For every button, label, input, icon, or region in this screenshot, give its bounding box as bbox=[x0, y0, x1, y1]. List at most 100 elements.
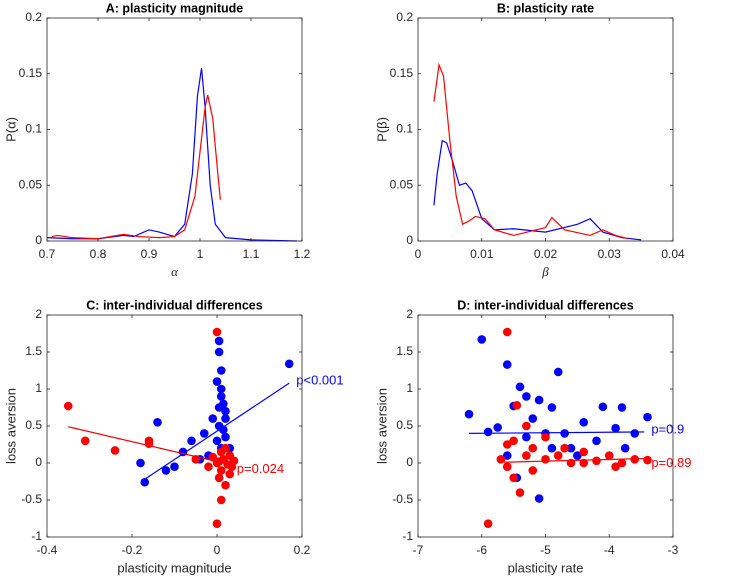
x-tick-label: 0.7 bbox=[39, 247, 56, 261]
point bbox=[187, 436, 196, 446]
y-tick-label: 1 bbox=[35, 381, 42, 395]
point bbox=[216, 495, 226, 505]
x-tick-label: 1 bbox=[197, 247, 204, 261]
point bbox=[208, 414, 218, 423]
point bbox=[509, 473, 518, 483]
point bbox=[199, 429, 209, 438]
point bbox=[617, 458, 627, 468]
point bbox=[221, 480, 230, 490]
y-tick-label: 1.5 bbox=[25, 344, 42, 358]
p-value: p=0.89 bbox=[651, 455, 691, 470]
density-line bbox=[46, 68, 297, 242]
point bbox=[170, 462, 179, 472]
point bbox=[136, 458, 145, 468]
point bbox=[208, 452, 218, 462]
panel-title: C: inter-individual differences bbox=[86, 298, 262, 312]
point bbox=[515, 382, 525, 392]
y-axis-label: loss aversion bbox=[374, 388, 389, 464]
x-axis-label: β bbox=[541, 264, 549, 279]
x-tick-label: 0 bbox=[415, 247, 422, 261]
point bbox=[579, 418, 589, 427]
point bbox=[216, 392, 226, 401]
point bbox=[212, 327, 222, 337]
point bbox=[534, 494, 544, 503]
point bbox=[110, 446, 120, 455]
density-line bbox=[433, 62, 629, 240]
x-tick-label: 0.03 bbox=[598, 247, 622, 261]
panel-title: D: inter-individual differences bbox=[457, 298, 633, 312]
y-tick-label: 2 bbox=[406, 307, 413, 321]
y-tick-label: -1 bbox=[402, 529, 413, 543]
x-tick-label: 0.9 bbox=[141, 247, 158, 261]
x-tick-label: 1.1 bbox=[243, 247, 260, 261]
point bbox=[528, 414, 538, 423]
p-value: p<0.001 bbox=[296, 373, 343, 388]
x-tick-label: -4 bbox=[604, 543, 615, 557]
y-tick-label: 0.15 bbox=[390, 66, 414, 80]
point bbox=[140, 477, 150, 487]
y-tick-label: 0.05 bbox=[390, 177, 414, 191]
point bbox=[522, 421, 531, 431]
point bbox=[221, 414, 230, 423]
point bbox=[534, 395, 544, 405]
x-tick-label: 0.02 bbox=[534, 247, 558, 261]
y-tick-label: 0 bbox=[35, 455, 42, 469]
x-tick-label: 0.04 bbox=[661, 247, 685, 261]
point bbox=[63, 401, 73, 411]
point bbox=[528, 466, 538, 475]
point bbox=[598, 402, 608, 412]
y-tick-label: 0 bbox=[406, 455, 413, 469]
point bbox=[212, 436, 222, 446]
y-tick-label: 0 bbox=[406, 233, 413, 247]
point bbox=[573, 451, 582, 460]
point bbox=[493, 423, 502, 432]
point bbox=[579, 447, 589, 457]
point bbox=[541, 455, 550, 464]
panel-title: B: plasticity rate bbox=[497, 1, 594, 15]
point bbox=[204, 462, 213, 472]
point bbox=[522, 451, 531, 460]
point bbox=[221, 432, 230, 442]
y-tick-label: 0.2 bbox=[25, 10, 42, 24]
y-tick-label: 0.15 bbox=[19, 66, 43, 80]
point bbox=[547, 443, 557, 453]
point bbox=[592, 456, 601, 466]
x-tick-label: 0.2 bbox=[294, 543, 311, 557]
point bbox=[541, 432, 550, 442]
x-axis-label: plasticity rate bbox=[508, 560, 584, 575]
point bbox=[509, 436, 518, 446]
point bbox=[604, 451, 614, 460]
point bbox=[464, 409, 474, 419]
y-tick-label: -0.5 bbox=[392, 492, 413, 506]
point bbox=[643, 412, 652, 422]
point bbox=[630, 429, 640, 438]
y-tick-label: -1 bbox=[31, 529, 42, 543]
point bbox=[502, 327, 512, 337]
point bbox=[553, 367, 563, 377]
y-tick-label: 0.1 bbox=[25, 122, 42, 136]
point bbox=[214, 347, 224, 357]
point bbox=[566, 443, 576, 453]
x-tick-label: 0.8 bbox=[90, 247, 107, 261]
point bbox=[216, 466, 226, 475]
axes-frame bbox=[46, 314, 303, 538]
point bbox=[611, 462, 620, 472]
point bbox=[212, 377, 222, 386]
point bbox=[284, 359, 294, 369]
point bbox=[611, 423, 620, 433]
point bbox=[225, 469, 235, 479]
y-axis-label: loss aversion bbox=[3, 388, 18, 464]
point bbox=[502, 440, 512, 449]
x-tick-label: 0 bbox=[214, 543, 221, 557]
point bbox=[214, 473, 224, 483]
point bbox=[592, 436, 601, 446]
point bbox=[214, 403, 224, 412]
point bbox=[617, 403, 627, 412]
axes-frame bbox=[417, 314, 674, 538]
point bbox=[153, 418, 162, 427]
point bbox=[579, 458, 589, 468]
x-tick-label: 0.01 bbox=[470, 247, 494, 261]
point bbox=[560, 443, 569, 453]
x-axis-label: plasticity magnitude bbox=[117, 560, 231, 575]
